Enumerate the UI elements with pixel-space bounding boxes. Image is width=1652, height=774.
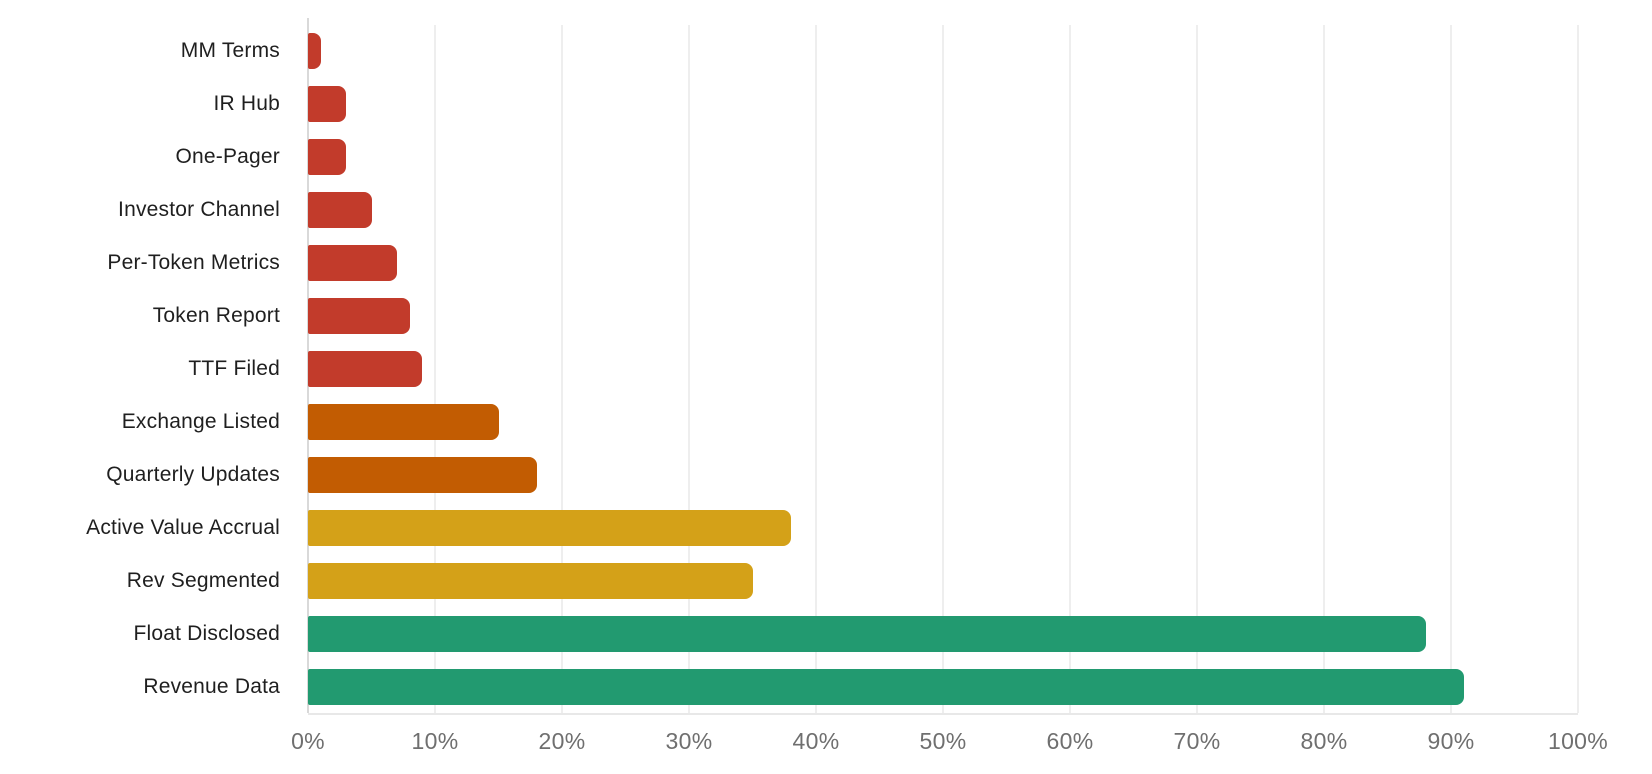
bar-rows: MM Terms IR Hub One-Pager Investor Chann…	[0, 25, 1578, 713]
bar-track	[308, 615, 1578, 652]
gridline-60	[1069, 25, 1071, 713]
category-label: Revenue Data	[143, 674, 280, 698]
category-label: IR Hub	[213, 92, 280, 116]
category-label: Token Report	[152, 304, 280, 328]
bar-mm-terms	[308, 33, 321, 70]
bar-row: Token Report	[0, 290, 1578, 343]
bar-track	[308, 668, 1578, 705]
x-tick-label: 70%	[1173, 728, 1221, 754]
gridline-20	[561, 25, 563, 713]
gridline-50	[942, 25, 944, 713]
bar-row: Active Value Accrual	[0, 501, 1578, 554]
bar-float-disclosed	[308, 615, 1426, 652]
bar-track	[308, 509, 1578, 546]
bar-per-token-metrics	[308, 245, 397, 282]
bar-ir-hub	[308, 86, 347, 123]
gridline-80	[1323, 25, 1325, 713]
category-label: Active Value Accrual	[86, 515, 280, 539]
bar-one-pager	[308, 139, 347, 176]
bar-track	[308, 33, 1578, 70]
x-tick-label: 60%	[1046, 728, 1094, 754]
bar-revenue-data	[308, 668, 1464, 705]
x-tick-label: 50%	[919, 728, 967, 754]
category-label: Quarterly Updates	[106, 462, 280, 486]
bar-track	[308, 562, 1578, 599]
category-label: MM Terms	[180, 39, 280, 63]
bar-row: MM Terms	[0, 25, 1578, 78]
bar-row: Investor Channel	[0, 184, 1578, 237]
bar-row: Float Disclosed	[0, 607, 1578, 660]
bar-row: Quarterly Updates	[0, 448, 1578, 501]
bar-row: One-Pager	[0, 131, 1578, 184]
bar-rev-segmented	[308, 562, 753, 599]
bar-ttf-filed	[308, 350, 423, 387]
bar-row: IR Hub	[0, 78, 1578, 131]
x-tick-label: 100%	[1547, 728, 1609, 754]
bar-row: Rev Segmented	[0, 554, 1578, 607]
bar-track	[308, 403, 1578, 440]
bar-row: Revenue Data	[0, 660, 1578, 713]
bar-track	[308, 86, 1578, 123]
bar-track	[308, 456, 1578, 493]
category-label: Exchange Listed	[121, 409, 280, 433]
x-tick-label: 0%	[291, 728, 325, 754]
bar-investor-channel	[308, 192, 372, 229]
gridline-100	[1577, 25, 1579, 713]
category-label: Float Disclosed	[133, 621, 280, 645]
category-label: Per-Token Metrics	[107, 251, 280, 275]
gridline-90	[1450, 25, 1452, 713]
x-tick-label: 20%	[538, 728, 586, 754]
category-label: Investor Channel	[118, 198, 280, 222]
x-tick-label: 90%	[1427, 728, 1475, 754]
bar-exchange-listed	[308, 403, 499, 440]
bar-row: Exchange Listed	[0, 395, 1578, 448]
gridline-10	[434, 25, 436, 713]
x-tick-label: 80%	[1300, 728, 1348, 754]
gridline-30	[688, 25, 690, 713]
bar-active-value-accrual	[308, 509, 791, 546]
bar-track	[308, 350, 1578, 387]
bar-track	[308, 245, 1578, 282]
bar-track	[308, 139, 1578, 176]
bar-quarterly-updates	[308, 456, 537, 493]
category-label: Rev Segmented	[126, 568, 280, 592]
category-label: One-Pager	[175, 145, 280, 169]
x-tick-label: 30%	[665, 728, 713, 754]
bar-token-report	[308, 298, 410, 335]
x-tick-label: 10%	[411, 728, 459, 754]
bar-track	[308, 192, 1578, 229]
x-axis: 0% 10% 20% 30% 40% 50% 60% 70% 80% 90% 1…	[291, 728, 1608, 762]
bar-row: Per-Token Metrics	[0, 237, 1578, 290]
gridline-70	[1196, 25, 1198, 713]
gridline-40	[815, 25, 817, 713]
bar-track	[308, 298, 1578, 335]
x-tick-label: 40%	[792, 728, 840, 754]
bar-row: TTF Filed	[0, 343, 1578, 396]
category-label: TTF Filed	[188, 356, 280, 380]
